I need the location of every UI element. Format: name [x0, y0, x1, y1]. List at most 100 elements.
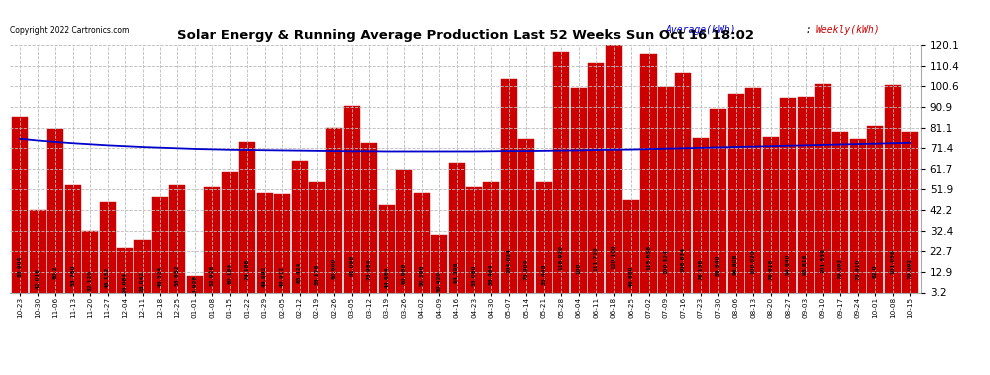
- Text: 106.834: 106.834: [681, 247, 686, 272]
- Bar: [291, 161, 308, 299]
- Bar: [135, 240, 150, 299]
- Bar: [745, 87, 761, 299]
- Bar: [256, 194, 272, 299]
- Text: 120.100: 120.100: [611, 244, 616, 269]
- Text: Average(kWh): Average(kWh): [665, 25, 737, 35]
- Bar: [82, 231, 98, 299]
- Text: 60.988: 60.988: [402, 262, 407, 284]
- Bar: [519, 139, 535, 299]
- Text: 75.910: 75.910: [855, 259, 860, 280]
- Bar: [710, 109, 727, 299]
- Bar: [553, 52, 569, 299]
- Bar: [414, 193, 430, 299]
- Bar: [448, 163, 464, 299]
- Text: 74.188: 74.188: [245, 259, 249, 280]
- Text: 104.024: 104.024: [507, 248, 512, 273]
- Bar: [693, 138, 709, 299]
- Bar: [570, 87, 587, 299]
- Text: 65.424: 65.424: [297, 261, 302, 283]
- Text: 53.852: 53.852: [175, 264, 180, 286]
- Bar: [780, 99, 796, 299]
- Bar: [379, 205, 395, 299]
- Bar: [867, 126, 883, 299]
- Bar: [658, 87, 674, 299]
- Text: 53.760: 53.760: [70, 264, 75, 286]
- Bar: [274, 194, 290, 299]
- Bar: [466, 187, 482, 299]
- Bar: [240, 142, 255, 299]
- Bar: [902, 132, 919, 299]
- Text: 60.184: 60.184: [228, 263, 233, 284]
- Text: 46.880: 46.880: [629, 266, 634, 287]
- Title: Solar Energy & Running Average Production Last 52 Weeks Sun Oct 16 18:02: Solar Energy & Running Average Productio…: [177, 30, 753, 42]
- Text: 48.524: 48.524: [157, 266, 162, 287]
- Text: 101.536: 101.536: [821, 249, 826, 273]
- Text: Copyright 2022 Cartronics.com: Copyright 2022 Cartronics.com: [10, 26, 130, 35]
- Bar: [431, 235, 447, 299]
- Bar: [483, 182, 500, 299]
- Bar: [675, 73, 691, 299]
- Text: 24.084: 24.084: [123, 272, 128, 293]
- Bar: [187, 276, 203, 299]
- Bar: [798, 97, 814, 299]
- Bar: [536, 182, 551, 299]
- Text: 64.396: 64.396: [454, 261, 459, 283]
- Bar: [606, 45, 622, 299]
- Bar: [12, 117, 29, 299]
- Bar: [641, 54, 656, 299]
- Text: 49.912: 49.912: [279, 266, 284, 286]
- Text: 79.092: 79.092: [908, 258, 913, 279]
- Text: 85.904: 85.904: [18, 256, 23, 278]
- Text: 30.420: 30.420: [437, 270, 442, 291]
- Text: 42.016: 42.016: [36, 267, 41, 289]
- Text: 101.056: 101.056: [890, 249, 895, 274]
- Bar: [849, 138, 866, 299]
- Bar: [833, 132, 848, 299]
- Bar: [222, 172, 238, 299]
- Bar: [623, 200, 640, 299]
- Text: 100.324: 100.324: [663, 249, 668, 274]
- Text: 49.992: 49.992: [262, 265, 267, 286]
- Bar: [815, 84, 831, 299]
- Bar: [169, 185, 185, 299]
- Bar: [64, 186, 81, 299]
- Text: :: :: [801, 25, 818, 35]
- Text: 100: 100: [576, 262, 581, 274]
- Bar: [100, 202, 116, 299]
- Text: 89.840: 89.840: [716, 255, 721, 276]
- Text: 75.904: 75.904: [524, 259, 529, 280]
- Bar: [501, 79, 517, 299]
- Text: 91.096: 91.096: [349, 255, 354, 276]
- Bar: [151, 196, 168, 299]
- Text: 115.656: 115.656: [646, 245, 651, 270]
- Bar: [30, 210, 46, 299]
- Text: 53.080: 53.080: [471, 264, 476, 286]
- Text: 28.042: 28.042: [140, 271, 145, 292]
- Bar: [48, 129, 63, 299]
- Text: 50.396: 50.396: [419, 265, 424, 286]
- Text: 55.176: 55.176: [315, 264, 320, 285]
- Bar: [361, 142, 377, 299]
- Text: 94.840: 94.840: [786, 254, 791, 275]
- Text: 96.908: 96.908: [734, 253, 739, 274]
- Bar: [327, 128, 343, 299]
- Text: 76.616: 76.616: [768, 258, 773, 280]
- Text: 52.928: 52.928: [210, 265, 215, 286]
- Text: 82.0: 82.0: [873, 265, 878, 279]
- Text: 80.900: 80.900: [332, 258, 337, 279]
- Bar: [762, 137, 779, 299]
- Bar: [344, 106, 360, 299]
- Text: 10.928: 10.928: [192, 275, 197, 297]
- Text: Weekly(kWh): Weekly(kWh): [816, 25, 880, 35]
- Bar: [396, 170, 412, 299]
- Text: 80.2: 80.2: [52, 266, 57, 279]
- Text: 46.132: 46.132: [105, 266, 110, 288]
- Text: 116.920: 116.920: [558, 245, 563, 270]
- Bar: [309, 183, 325, 299]
- Text: 55.464: 55.464: [489, 264, 494, 285]
- Text: 100.020: 100.020: [750, 249, 755, 274]
- Bar: [117, 248, 133, 299]
- Bar: [204, 187, 221, 299]
- Text: 55.448: 55.448: [542, 264, 546, 285]
- Text: 111.720: 111.720: [594, 246, 599, 271]
